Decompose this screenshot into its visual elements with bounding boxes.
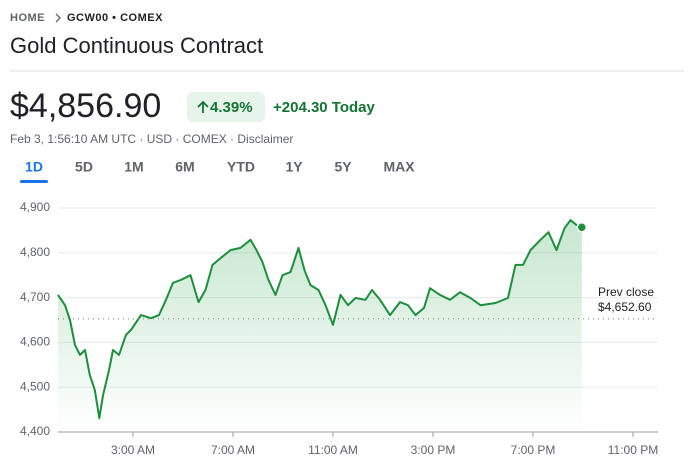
chart: 4,400 4,500 4,600 4,700 4,800 4,900 3:00 AM 7:0… [20, 200, 658, 457]
area-fill [58, 220, 582, 432]
range-tab[interactable]: MAX [383, 159, 415, 175]
y-tick-label: 4,900 [20, 200, 50, 214]
x-tick-label: 7:00 PM [511, 443, 556, 457]
prev-close-value: $4,652.60 [598, 300, 652, 314]
range-tab[interactable]: YTD [227, 159, 255, 175]
last-point [576, 222, 587, 233]
tab-indicator [20, 180, 48, 183]
quote-meta: Feb 3, 1:56:10 AM UTC · USD · COMEX · Di… [10, 132, 293, 146]
range-tab[interactable]: 5Y [334, 159, 352, 175]
page-title: Gold Continuous Contract [10, 33, 263, 58]
x-tick-label: 3:00 AM [111, 443, 155, 457]
change-abs: +204.30 Today [273, 99, 376, 116]
y-tick-label: 4,600 [20, 335, 50, 349]
range-tabs: 1D 5D 1M 6M YTD 1Y 5Y MAX [25, 159, 415, 175]
change-pct: 4.39% [210, 99, 253, 116]
prev-close-title: Prev close [598, 285, 654, 299]
y-tick-label: 4,700 [20, 290, 50, 304]
range-tab[interactable]: 1Y [285, 159, 303, 175]
x-tick-label: 11:00 PM [608, 443, 658, 457]
price: $4,856.90 [10, 87, 161, 125]
breadcrumb-home[interactable]: HOME [10, 12, 45, 24]
range-tab[interactable]: 5D [75, 159, 93, 175]
y-tick-label: 4,500 [20, 379, 50, 393]
x-tick-label: 7:00 AM [211, 443, 255, 457]
range-tab[interactable]: 1D [25, 159, 43, 175]
x-tick-label: 11:00 AM [308, 443, 358, 457]
breadcrumb-chevron [55, 13, 61, 23]
breadcrumb-ticker: GCW00 • COMEX [67, 12, 163, 24]
price-line [57, 219, 583, 420]
x-tick-label: 3:00 PM [411, 443, 456, 457]
range-tab[interactable]: 6M [175, 159, 194, 175]
y-tick-label: 4,400 [20, 424, 50, 438]
up-arrow [197, 100, 209, 113]
y-tick-label: 4,800 [20, 245, 50, 259]
change-badge [187, 92, 265, 122]
range-tab[interactable]: 1M [124, 159, 143, 175]
